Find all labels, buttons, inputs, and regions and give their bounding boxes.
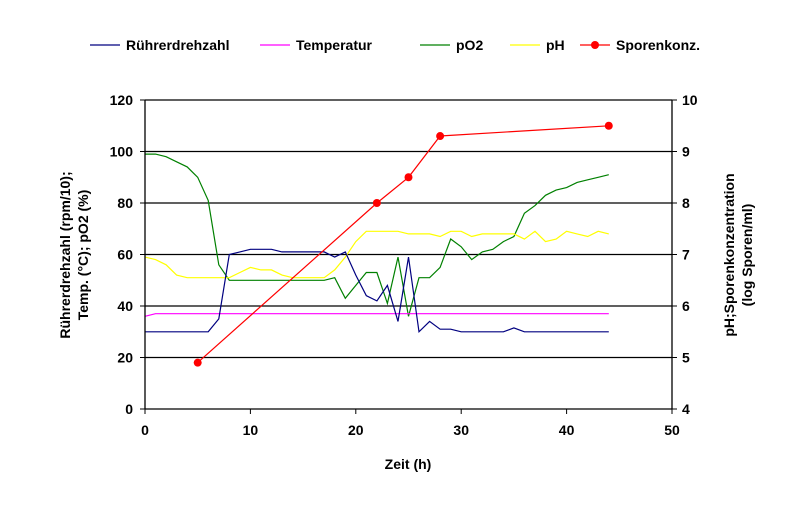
series-group (144, 121, 613, 367)
data-point (604, 121, 613, 130)
x-tick-label: 50 (664, 422, 680, 438)
series-line-ph (144, 230, 609, 279)
y-tick-label: 0 (125, 401, 133, 417)
y-axis-title-line: Rührerdrehzahl (rpm/10); (57, 171, 73, 338)
y-tick-label: 80 (117, 195, 133, 211)
y2-axis-title-line: pH;Sporenkonzentration (721, 173, 737, 336)
data-point (436, 132, 445, 141)
x-tick-label: 20 (348, 422, 364, 438)
y2-tick-label: 4 (682, 401, 690, 417)
y-tick-label: 120 (110, 92, 134, 108)
y2-tick-label: 9 (682, 144, 690, 160)
y2-tick-label: 8 (682, 195, 690, 211)
y-axis-title: Rührerdrehzahl (rpm/10); Temp. (°C); pO2 … (57, 171, 91, 338)
y2-axis-title-line: (log Sporen/ml) (739, 204, 755, 307)
x-tick-label: 0 (141, 422, 149, 438)
legend-label: pO2 (456, 37, 483, 53)
legend: Rührerdrehzahl Temperatur pO2 pH Sporenkonz. (90, 37, 700, 53)
data-point (404, 173, 413, 182)
y2-tick-label: 5 (682, 350, 690, 366)
legend-label: pH (546, 37, 565, 53)
y-tick-label: 40 (117, 298, 133, 314)
y-tick-label: 60 (117, 247, 133, 263)
x-axis-title: Zeit (h) (385, 456, 432, 472)
y2-tick-label: 10 (682, 92, 698, 108)
y-axis-title-line: Temp. (°C); pO2 (%) (75, 190, 91, 321)
legend-label: Temperatur (296, 37, 373, 53)
x-tick-label: 10 (243, 422, 259, 438)
legend-label: Sporenkonz. (616, 37, 700, 53)
series-line-sporenkonz- (197, 125, 609, 364)
data-point (372, 199, 381, 207)
gridlines (145, 99, 672, 359)
y-tick-label: 20 (117, 350, 133, 366)
legend-label: Rührerdrehzahl (126, 37, 229, 53)
x-tick-label: 30 (453, 422, 469, 438)
y-tick-label: 100 (110, 144, 134, 160)
y2-tick-label: 6 (682, 298, 690, 314)
y2-tick-label: 7 (682, 247, 690, 263)
series-line-temperatur (144, 313, 609, 317)
series-line-r-hrerdrehzahl (145, 248, 609, 334)
y2-axis-title: pH;Sporenkonzentration (log Sporen/ml) (721, 173, 755, 336)
series-line-po2 (145, 153, 609, 317)
data-point (193, 358, 202, 367)
x-tick-label: 40 (559, 422, 575, 438)
legend-marker (591, 41, 599, 49)
